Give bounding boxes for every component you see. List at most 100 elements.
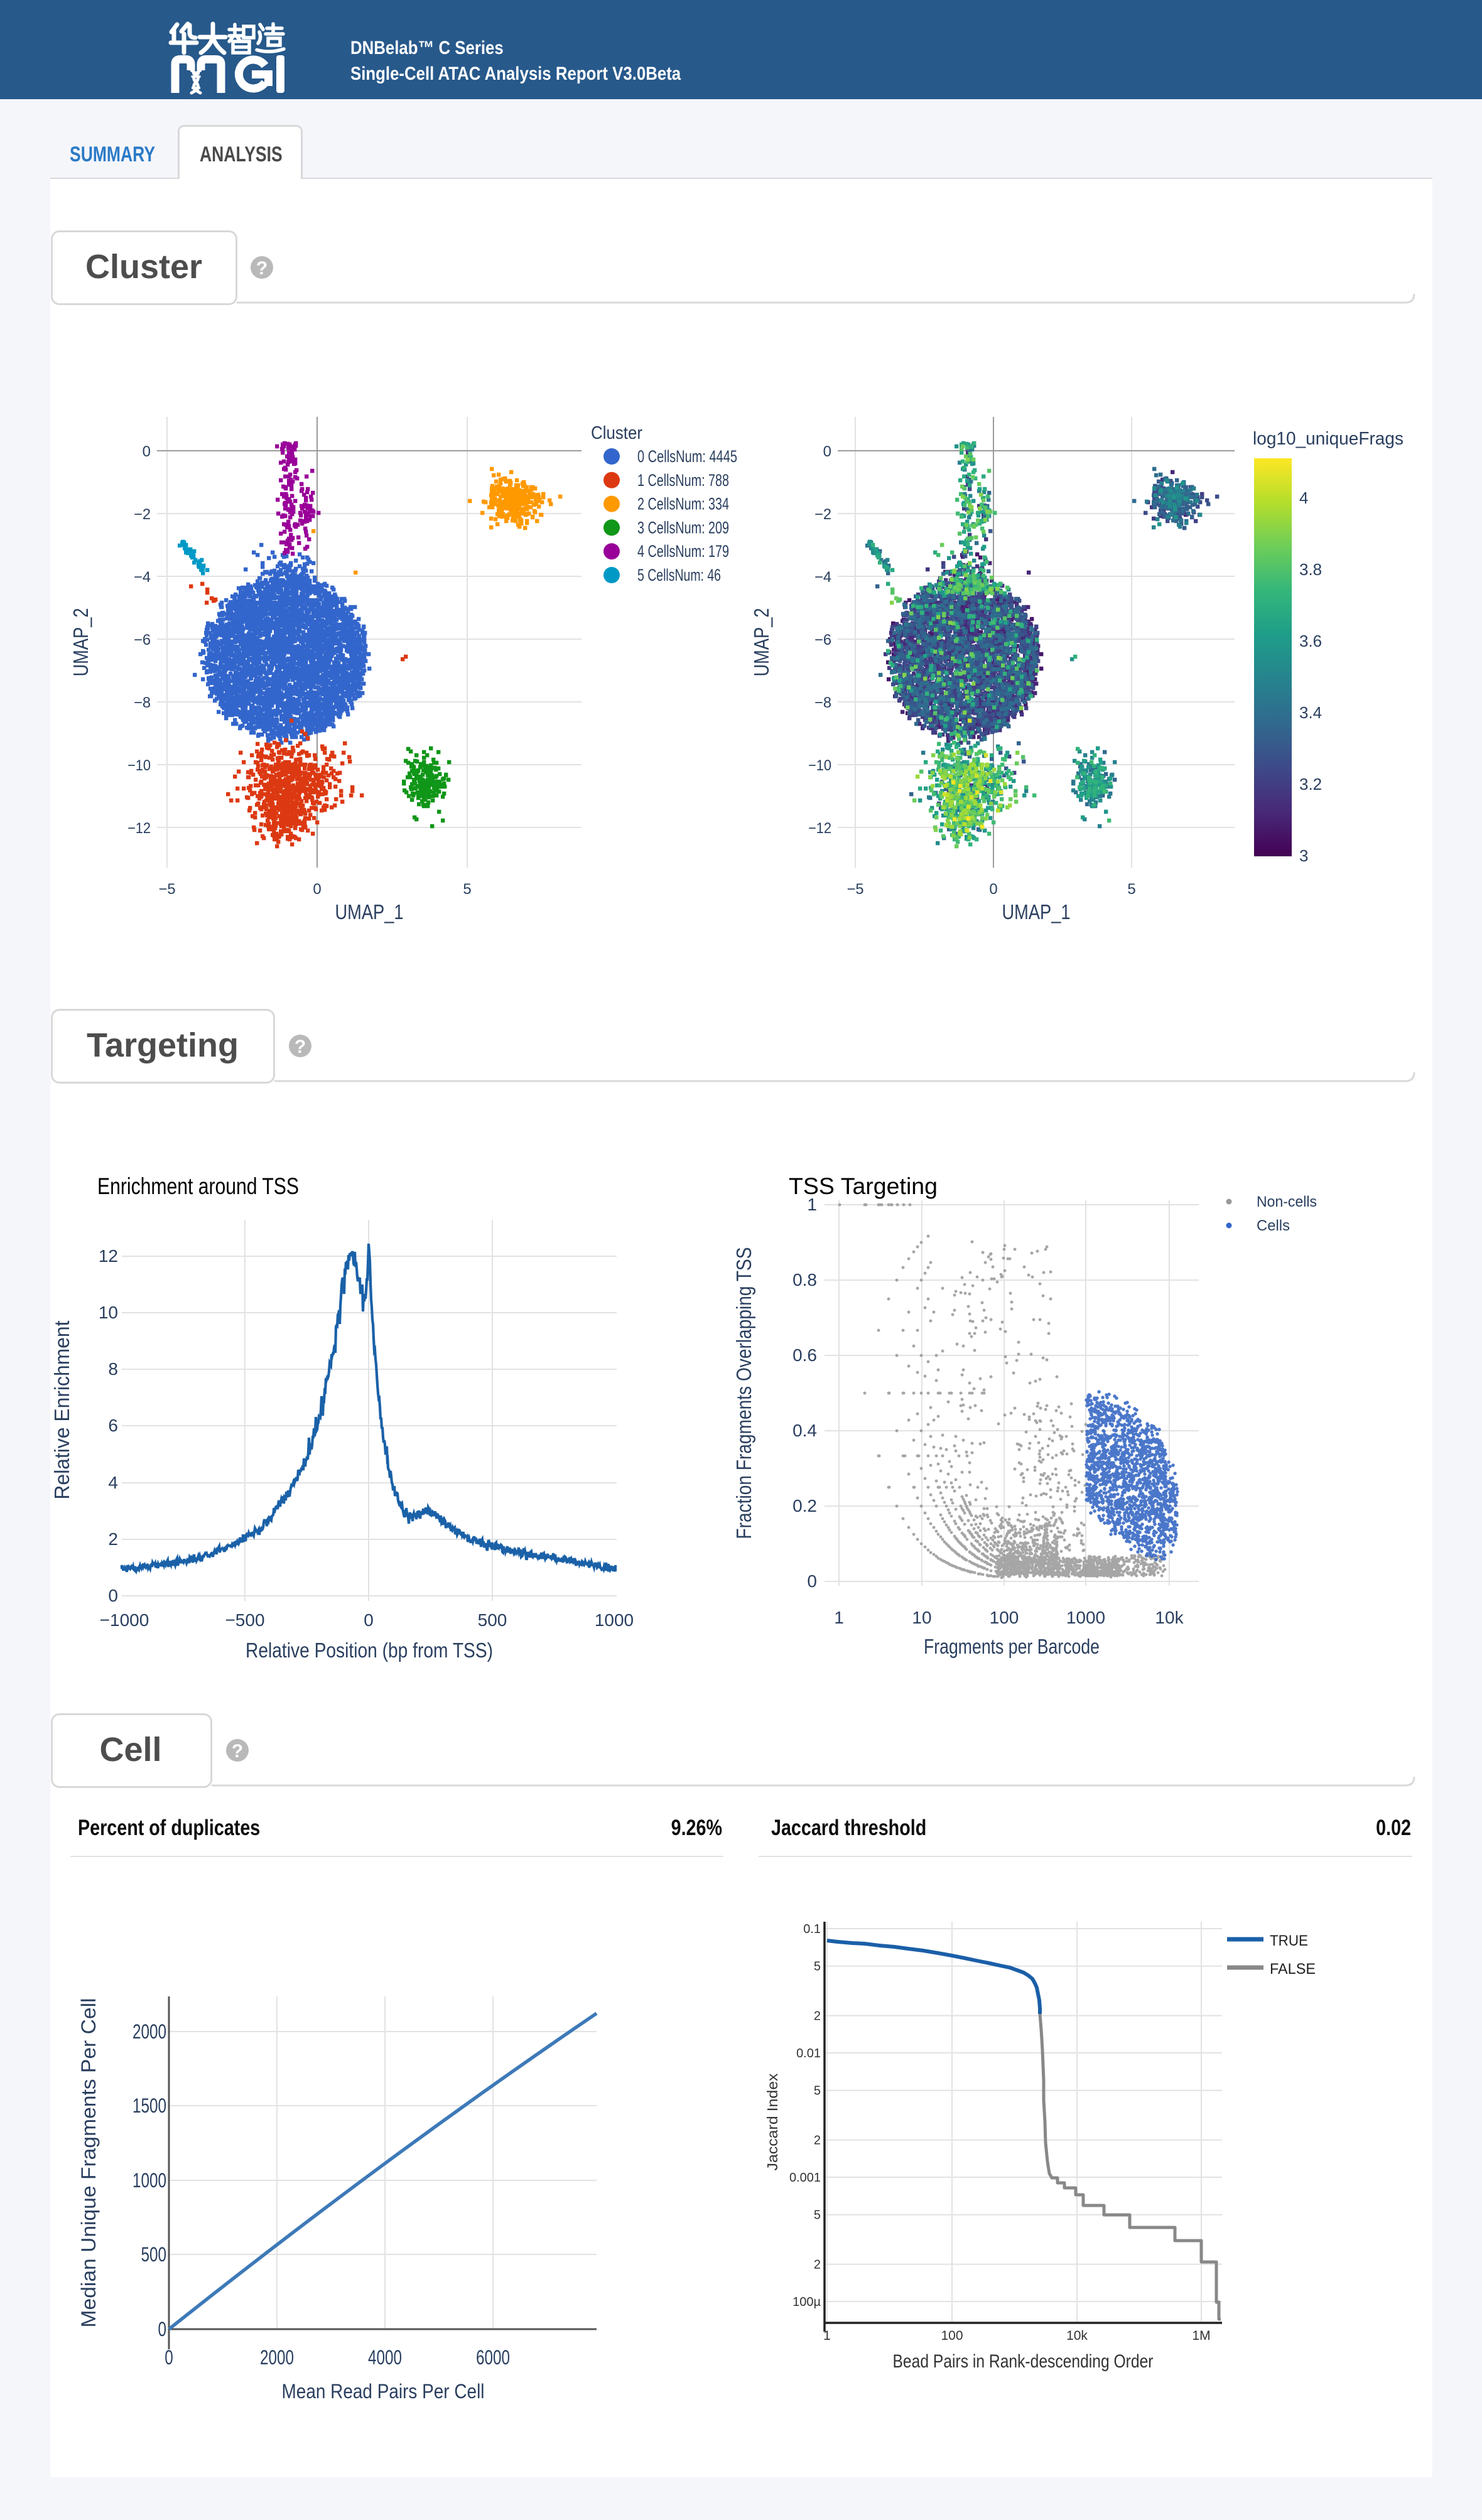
svg-text:−6: −6	[814, 632, 831, 649]
svg-text:1000: 1000	[595, 1610, 634, 1630]
svg-text:0: 0	[108, 1586, 118, 1605]
svg-text:5: 5	[814, 1960, 821, 1974]
svg-text:3: 3	[1299, 846, 1308, 865]
svg-text:10: 10	[912, 1608, 931, 1627]
svg-text:UMAP_2: UMAP_2	[69, 608, 92, 677]
svg-text:1: 1	[807, 1195, 817, 1214]
svg-text:5: 5	[463, 881, 471, 898]
svg-text:Non-cells: Non-cells	[1257, 1193, 1317, 1210]
svg-text:3 CellsNum: 209: 3 CellsNum: 209	[637, 518, 729, 537]
svg-text:1 CellsNum: 788: 1 CellsNum: 788	[637, 471, 729, 490]
svg-text:Jaccard Index: Jaccard Index	[764, 2073, 781, 2171]
svg-text:Fraction Fragments Overlapping: Fraction Fragments Overlapping TSS	[732, 1247, 755, 1539]
svg-text:0.4: 0.4	[792, 1421, 817, 1440]
svg-text:Fragments per Barcode: Fragments per Barcode	[924, 1635, 1100, 1658]
svg-text:TRUE: TRUE	[1270, 1932, 1308, 1949]
svg-text:−12: −12	[127, 820, 151, 837]
svg-text:3.4: 3.4	[1299, 703, 1322, 722]
svg-text:−8: −8	[134, 694, 151, 711]
svg-text:6: 6	[108, 1416, 118, 1435]
svg-text:−2: −2	[134, 506, 151, 523]
svg-text:10k: 10k	[1066, 2329, 1088, 2343]
svg-text:Cells: Cells	[1257, 1217, 1290, 1234]
svg-text:2000: 2000	[133, 2020, 166, 2043]
svg-text:2 CellsNum: 334: 2 CellsNum: 334	[637, 495, 729, 514]
svg-text:1500: 1500	[133, 2094, 166, 2117]
svg-text:0.01: 0.01	[796, 2047, 821, 2060]
svg-text:4000: 4000	[368, 2346, 402, 2369]
svg-text:?: ?	[232, 1741, 243, 1762]
svg-text:3.2: 3.2	[1299, 775, 1322, 794]
svg-text:5: 5	[1127, 881, 1135, 898]
svg-text:5 CellsNum: 46: 5 CellsNum: 46	[637, 566, 721, 584]
svg-text:0: 0	[989, 881, 997, 898]
svg-text:6000: 6000	[476, 2346, 510, 2369]
svg-text:4: 4	[108, 1473, 118, 1492]
svg-text:5: 5	[814, 2084, 821, 2098]
svg-text:−500: −500	[225, 1610, 264, 1630]
svg-text:2000: 2000	[260, 2346, 294, 2369]
svg-text:3.6: 3.6	[1299, 632, 1322, 650]
svg-text:10: 10	[99, 1303, 118, 1322]
svg-text:Mean Read Pairs Per Cell: Mean Read Pairs Per Cell	[282, 2380, 485, 2403]
svg-text:Median Unique Fragments Per Ce: Median Unique Fragments Per Cell	[77, 1998, 100, 2328]
svg-text:?: ?	[256, 258, 268, 279]
svg-text:100µ: 100µ	[792, 2295, 821, 2309]
svg-text:2: 2	[108, 1529, 118, 1549]
svg-text:log10_uniqueFrags: log10_uniqueFrags	[1253, 429, 1404, 449]
svg-text:−5: −5	[847, 881, 864, 898]
svg-text:Bead Pairs in Rank-descending: Bead Pairs in Rank-descending Order	[893, 2351, 1154, 2372]
svg-text:2: 2	[814, 2010, 821, 2023]
svg-text:500: 500	[478, 1610, 507, 1630]
svg-text:3.8: 3.8	[1299, 560, 1322, 579]
svg-text:−4: −4	[134, 569, 151, 586]
svg-text:−2: −2	[814, 506, 831, 523]
svg-text:2: 2	[814, 2134, 821, 2148]
svg-text:−5: −5	[159, 881, 176, 898]
svg-text:1: 1	[834, 1608, 844, 1627]
svg-text:0.6: 0.6	[792, 1345, 817, 1365]
svg-text:0: 0	[807, 1571, 817, 1591]
svg-text:8: 8	[108, 1359, 118, 1379]
svg-text:10k: 10k	[1155, 1608, 1184, 1627]
svg-text:Relative Enrichment: Relative Enrichment	[50, 1321, 73, 1500]
svg-text:UMAP_1: UMAP_1	[1002, 900, 1071, 923]
svg-text:Enrichment around TSS: Enrichment around TSS	[97, 1173, 299, 1199]
svg-text:TSS Targeting: TSS Targeting	[789, 1173, 938, 1199]
svg-text:1000: 1000	[133, 2169, 166, 2192]
svg-text:0.1: 0.1	[803, 1922, 821, 1936]
svg-text:0 CellsNum: 4445: 0 CellsNum: 4445	[637, 447, 737, 466]
svg-text:0: 0	[158, 2318, 167, 2340]
svg-text:Cell: Cell	[99, 1731, 161, 1769]
svg-text:0.001: 0.001	[789, 2171, 821, 2185]
svg-text:UMAP_1: UMAP_1	[335, 900, 404, 923]
svg-text:2: 2	[814, 2258, 821, 2272]
svg-text:0: 0	[143, 443, 151, 460]
svg-text:0: 0	[165, 2346, 173, 2369]
svg-text:Relative Position (bp from TSS: Relative Position (bp from TSS)	[246, 1639, 493, 1662]
svg-text:−10: −10	[127, 757, 151, 774]
svg-text:FALSE: FALSE	[1270, 1961, 1316, 1978]
svg-text:−4: −4	[814, 569, 831, 586]
svg-text:1000: 1000	[1066, 1608, 1105, 1627]
svg-text:5: 5	[814, 2209, 821, 2222]
svg-text:?: ?	[295, 1037, 306, 1057]
svg-text:4 CellsNum: 179: 4 CellsNum: 179	[637, 542, 729, 561]
svg-text:0.8: 0.8	[792, 1270, 817, 1290]
svg-text:100: 100	[941, 2329, 963, 2343]
svg-text:−6: −6	[134, 632, 151, 649]
svg-text:−12: −12	[808, 820, 831, 837]
svg-text:−1000: −1000	[100, 1610, 149, 1630]
svg-text:Cluster: Cluster	[591, 423, 642, 443]
svg-text:12: 12	[99, 1246, 118, 1266]
svg-text:0: 0	[364, 1610, 374, 1630]
svg-text:0: 0	[313, 881, 321, 898]
svg-text:100: 100	[990, 1608, 1019, 1627]
svg-text:500: 500	[141, 2243, 167, 2266]
svg-text:0: 0	[823, 443, 831, 460]
svg-text:Targeting: Targeting	[87, 1026, 239, 1064]
svg-text:4: 4	[1299, 488, 1308, 507]
svg-text:−10: −10	[808, 757, 831, 774]
svg-text:0.2: 0.2	[792, 1496, 817, 1516]
svg-text:1M: 1M	[1192, 2329, 1210, 2343]
